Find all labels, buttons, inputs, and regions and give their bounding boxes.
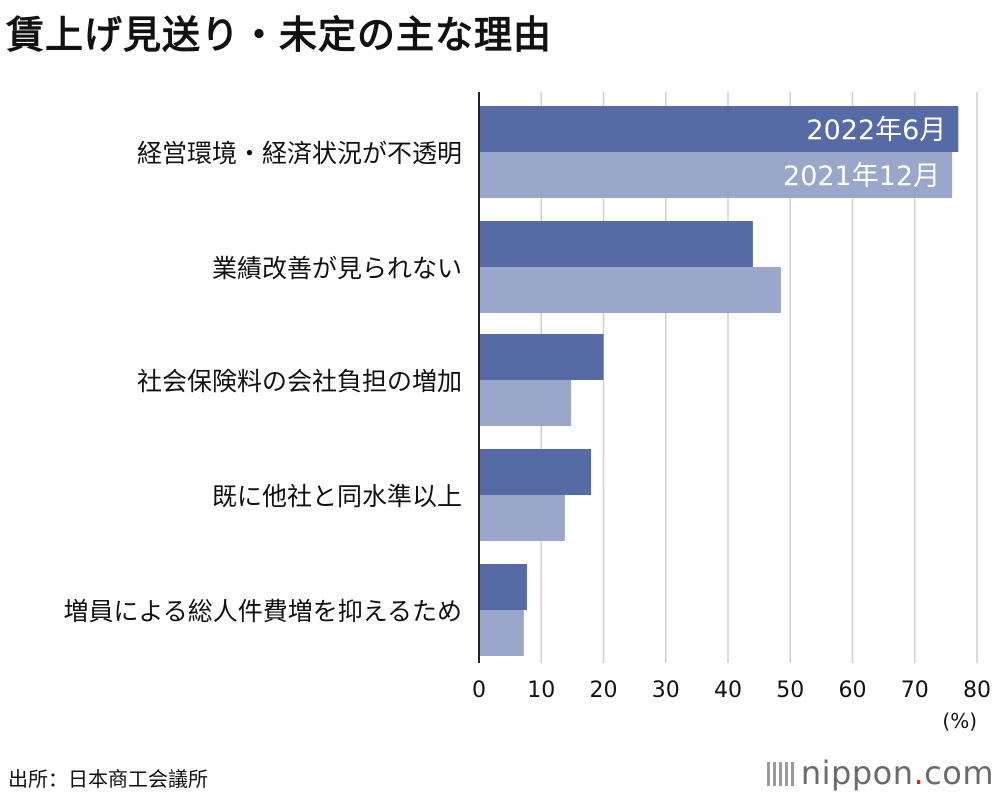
category-label: 増員による総人件費増を抑えるため — [63, 597, 462, 626]
x-tick-label: 30 — [652, 678, 680, 703]
x-tick-label: 70 — [901, 678, 929, 703]
nippon-logo: nippon.com — [766, 754, 994, 792]
logo-suffix: com — [924, 754, 994, 792]
x-tick-label: 40 — [714, 678, 742, 703]
x-tick-label: 50 — [776, 678, 804, 703]
logo-stripes-icon — [766, 762, 795, 786]
category-label: 業績改善が見られない — [212, 254, 462, 283]
category-label: 経営環境・経済状況が不透明 — [137, 139, 462, 168]
bar — [479, 564, 527, 610]
bar — [479, 449, 592, 495]
category-label: 社会保険料の会社負担の増加 — [137, 367, 462, 396]
x-unit-label: (%) — [942, 709, 977, 733]
legend-label: 2022年6月 — [806, 115, 946, 146]
bar — [479, 495, 565, 541]
category-label: 既に他社と同水準以上 — [212, 482, 462, 511]
x-tick-label: 10 — [527, 678, 555, 703]
bar — [479, 267, 781, 313]
bar — [479, 334, 604, 380]
bar — [479, 380, 572, 426]
x-tick-label: 80 — [963, 678, 991, 703]
bar — [479, 610, 524, 656]
bar — [479, 221, 753, 267]
x-tick-label: 0 — [472, 678, 486, 703]
logo-dot: . — [913, 754, 925, 792]
chart-title: 賃上げ見送り・未定の主な理由 — [6, 13, 553, 57]
legend-label: 2021年12月 — [783, 161, 940, 192]
logo-text: nippon — [800, 754, 914, 792]
x-tick-label: 20 — [590, 678, 618, 703]
x-tick-label: 60 — [839, 678, 867, 703]
bar — [479, 106, 959, 152]
source-note: 出所：日本商工会議所 — [8, 767, 208, 791]
bar — [479, 152, 953, 198]
